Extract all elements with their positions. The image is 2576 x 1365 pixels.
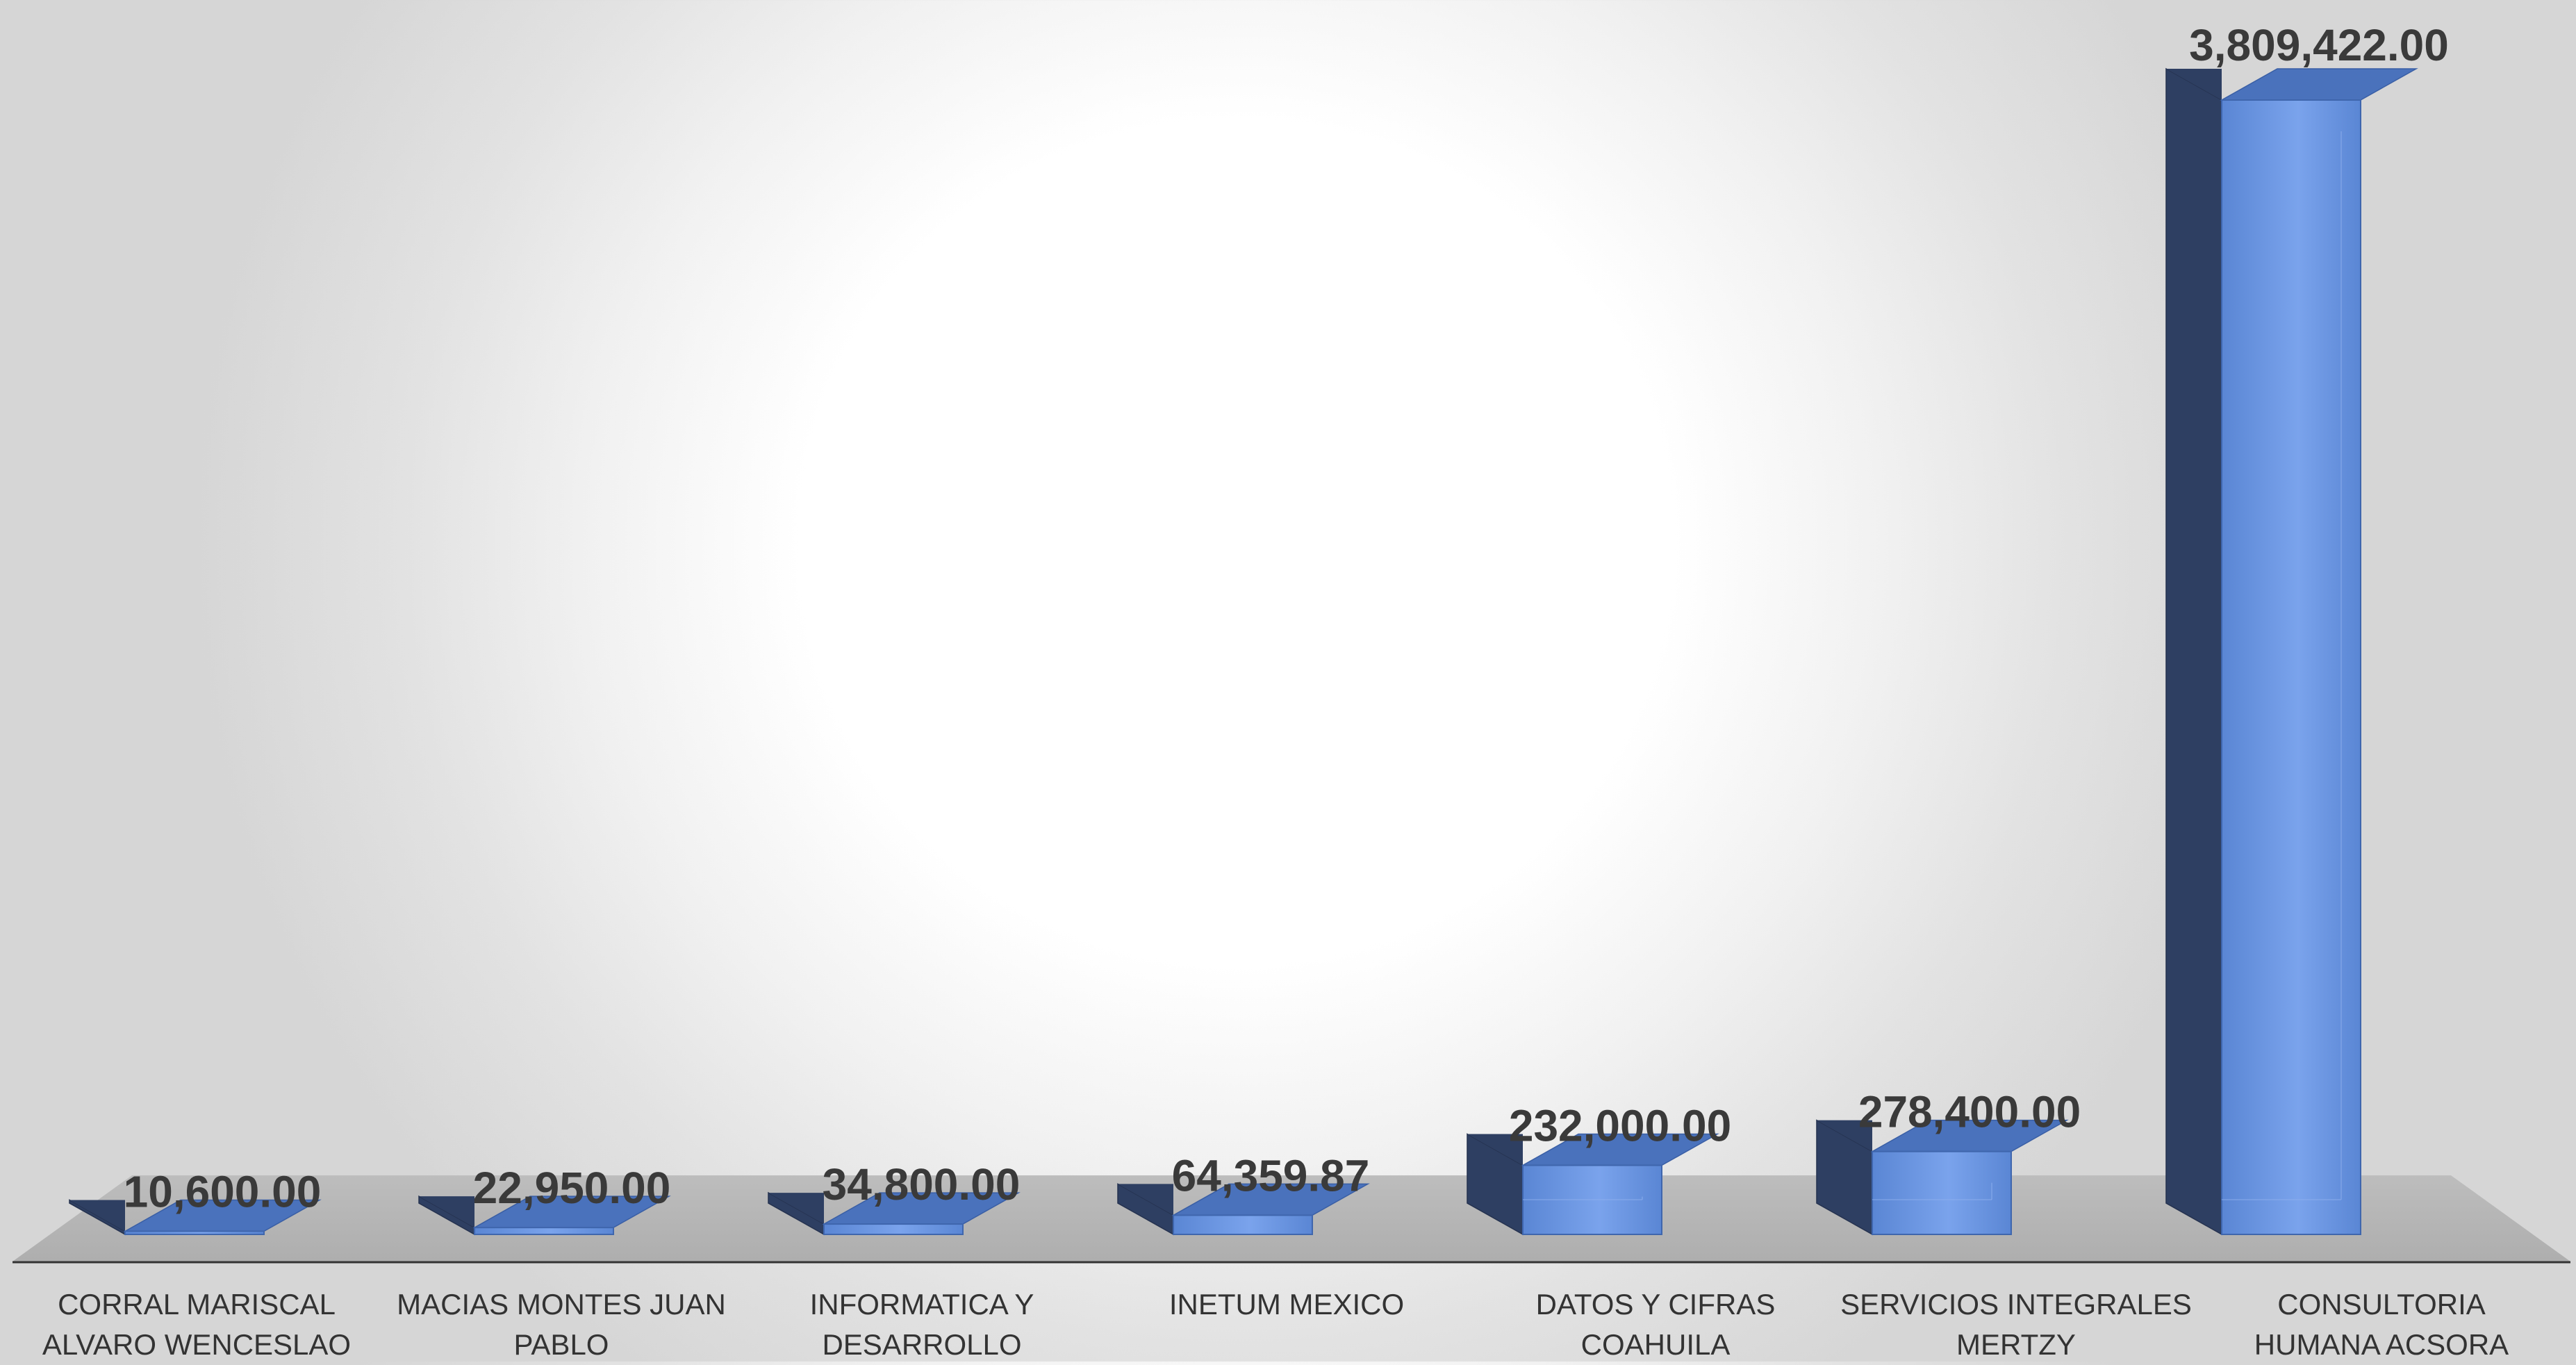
bar-2 <box>418 1195 671 1236</box>
bar-front-face <box>1872 1150 2012 1236</box>
category-label-line: DESARROLLO <box>822 1328 1021 1361</box>
bar-top-edge <box>2166 69 2222 100</box>
bar-top-edge <box>69 1200 125 1232</box>
bar-1 <box>69 1199 322 1236</box>
data-label-5: 232,000.00 <box>1509 1101 1731 1151</box>
data-label-4: 64,359.87 <box>1172 1150 1370 1200</box>
category-label-2: MACIAS MONTES JUAN PABLO <box>397 1288 726 1361</box>
data-label-7: 3,809,422.00 <box>2189 20 2449 70</box>
category-label-line: CORRAL MARISCAL <box>58 1288 336 1321</box>
category-label-line: DATOS Y CIFRAS <box>1536 1288 1776 1321</box>
category-label-line: PABLO <box>514 1328 609 1361</box>
bar-top-face <box>2220 68 2418 101</box>
category-labels-layer: CORRAL MARISCAL ALVARO WENCESLAO MACIAS MO… <box>42 1288 2509 1361</box>
data-label-6: 278,400.00 <box>1858 1087 2081 1137</box>
category-label-line: INETUM MEXICO <box>1169 1288 1404 1321</box>
bar-front-face <box>124 1230 265 1235</box>
bar-top-edge <box>1467 1134 1523 1166</box>
category-label-5: DATOS Y CIFRAS COAHUILA <box>1536 1288 1776 1361</box>
bar-top-edge <box>1118 1184 1173 1216</box>
bar-front-face <box>823 1223 964 1236</box>
bar-3 <box>768 1191 1021 1236</box>
category-label-line: ALVARO WENCESLAO <box>42 1328 351 1361</box>
bar-5 <box>1467 1133 1719 1236</box>
bar-front-face <box>474 1227 614 1236</box>
bar-front-face <box>2221 99 2361 1235</box>
category-label-line: MERTZY <box>1956 1328 2076 1361</box>
data-label-3: 34,800.00 <box>823 1159 1021 1209</box>
bar-top-edge <box>1817 1120 1872 1152</box>
data-label-2: 22,950.00 <box>473 1163 671 1213</box>
category-label-4: INETUM MEXICO <box>1169 1288 1404 1321</box>
bar-side-face <box>2165 67 2222 1236</box>
category-label-line: MACIAS MONTES JUAN <box>397 1288 726 1321</box>
bar-4 <box>1117 1183 1370 1236</box>
category-label-1: CORRAL MARISCAL ALVARO WENCESLAO <box>42 1288 351 1361</box>
category-label-6: SERVICIOS INTEGRALES MERTZY <box>1840 1288 2192 1361</box>
category-label-line: SERVICIOS INTEGRALES <box>1840 1288 2192 1321</box>
bar-6 <box>1816 1119 2069 1236</box>
data-label-1: 10,600.00 <box>124 1166 322 1216</box>
bar-front-face <box>1173 1214 1313 1236</box>
bar-top-edge <box>768 1193 824 1225</box>
category-label-3: INFORMATICA Y DESARROLLO <box>810 1288 1034 1361</box>
category-label-line: HUMANA ACSORA <box>2254 1328 2509 1361</box>
category-label-line: INFORMATICA Y <box>810 1288 1034 1321</box>
bars-layer <box>69 67 2418 1236</box>
data-labels-layer: 10,600.00 22,950.00 34,800.00 64,359.87 232,… <box>124 20 2449 1216</box>
bar-top-edge <box>419 1196 474 1228</box>
category-label-line: COAHUILA <box>1581 1328 1731 1361</box>
category-label-7: CONSULTORIA HUMANA ACSORA <box>2254 1288 2509 1361</box>
category-label-line: CONSULTORIA <box>2277 1288 2486 1321</box>
bar-7 <box>2165 67 2418 1236</box>
